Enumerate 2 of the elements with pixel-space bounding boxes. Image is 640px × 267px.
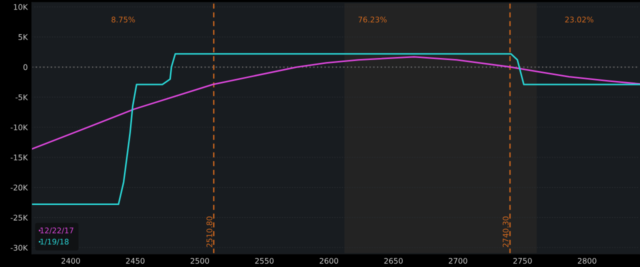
line-series: [32, 53, 640, 206]
line-series: [32, 56, 640, 150]
